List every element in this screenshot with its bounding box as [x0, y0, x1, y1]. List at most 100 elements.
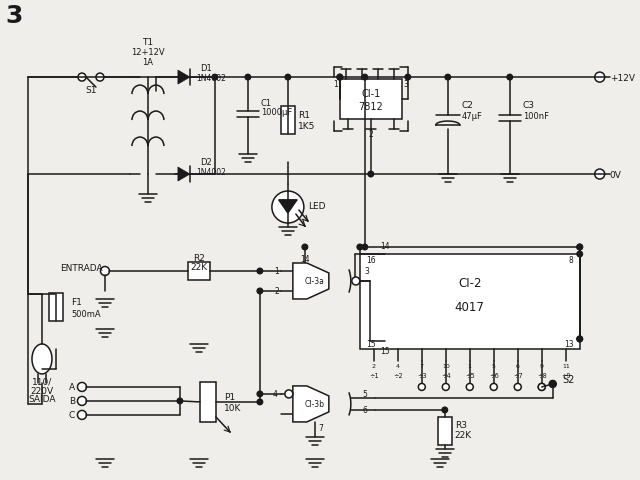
- Text: SAÍDA: SAÍDA: [28, 395, 56, 404]
- Circle shape: [285, 390, 293, 398]
- Text: 6: 6: [362, 406, 367, 415]
- Text: CI-1: CI-1: [361, 89, 380, 99]
- Text: R1: R1: [298, 110, 310, 120]
- Text: ÷4: ÷4: [441, 372, 451, 378]
- Circle shape: [549, 381, 556, 388]
- Text: C2: C2: [462, 100, 474, 109]
- Circle shape: [77, 396, 86, 406]
- Text: 14: 14: [380, 242, 390, 251]
- Circle shape: [405, 75, 411, 81]
- Text: +12V: +12V: [610, 73, 635, 83]
- Text: 1: 1: [468, 364, 472, 369]
- Text: ÷5: ÷5: [465, 372, 475, 378]
- Text: 2: 2: [372, 364, 376, 369]
- Circle shape: [100, 267, 109, 276]
- Circle shape: [577, 336, 582, 342]
- Text: 7812: 7812: [358, 102, 383, 112]
- Text: 2: 2: [369, 129, 373, 138]
- Text: 1K5: 1K5: [298, 121, 316, 130]
- Text: ÷2: ÷2: [393, 372, 403, 378]
- Circle shape: [490, 384, 497, 391]
- Polygon shape: [279, 201, 297, 214]
- Text: F1: F1: [71, 298, 82, 307]
- Polygon shape: [178, 71, 190, 85]
- Polygon shape: [293, 264, 329, 300]
- Circle shape: [467, 384, 473, 391]
- Bar: [49, 293, 63, 321]
- Circle shape: [595, 73, 605, 83]
- Circle shape: [577, 245, 582, 250]
- Circle shape: [577, 245, 582, 250]
- Text: 1: 1: [275, 267, 279, 276]
- Circle shape: [368, 172, 374, 178]
- Circle shape: [445, 75, 451, 81]
- Text: D1: D1: [200, 63, 212, 72]
- Text: 500mA: 500mA: [71, 310, 100, 319]
- Circle shape: [352, 277, 360, 286]
- Polygon shape: [178, 168, 190, 181]
- Polygon shape: [293, 386, 329, 422]
- Text: 13: 13: [564, 340, 573, 349]
- Text: 5: 5: [492, 364, 496, 369]
- Circle shape: [337, 75, 342, 81]
- Text: 110/: 110/: [32, 377, 52, 385]
- Text: 7: 7: [319, 423, 323, 432]
- Text: ÷9: ÷9: [561, 372, 570, 378]
- Text: 2: 2: [275, 287, 279, 296]
- Ellipse shape: [32, 344, 52, 374]
- Text: 22K: 22K: [190, 263, 207, 272]
- Circle shape: [595, 169, 605, 180]
- Bar: [281, 107, 295, 135]
- Text: 10K: 10K: [224, 404, 241, 413]
- Text: 100nF: 100nF: [523, 111, 548, 120]
- Text: 3: 3: [404, 79, 409, 88]
- Text: 4017: 4017: [455, 300, 484, 313]
- Text: 3: 3: [5, 4, 22, 28]
- Circle shape: [78, 74, 86, 82]
- Text: LED: LED: [308, 201, 325, 210]
- Circle shape: [96, 74, 104, 82]
- Text: ENTRADA: ENTRADA: [60, 264, 102, 273]
- Text: 6: 6: [516, 364, 520, 369]
- Text: 9: 9: [540, 364, 544, 369]
- Circle shape: [257, 391, 262, 397]
- Circle shape: [257, 288, 262, 294]
- Bar: [438, 417, 452, 445]
- Circle shape: [177, 398, 182, 404]
- Text: CI-2: CI-2: [458, 276, 481, 289]
- Text: A: A: [69, 383, 75, 392]
- Circle shape: [577, 336, 582, 342]
- Text: R2: R2: [193, 254, 205, 263]
- Text: 1000μF: 1000μF: [261, 108, 292, 116]
- Bar: [360, 254, 580, 349]
- Text: 8: 8: [569, 256, 573, 265]
- Circle shape: [538, 384, 545, 391]
- Text: ÷8: ÷8: [537, 372, 547, 378]
- Text: 1: 1: [333, 79, 338, 88]
- Text: 1A: 1A: [143, 58, 154, 66]
- Circle shape: [285, 75, 291, 81]
- Text: 16: 16: [366, 256, 376, 265]
- Circle shape: [272, 192, 304, 224]
- Text: 1N4002: 1N4002: [196, 73, 226, 83]
- Text: C3: C3: [523, 100, 535, 109]
- Text: ÷7: ÷7: [513, 372, 523, 378]
- Text: D2: D2: [200, 157, 212, 166]
- Text: 15: 15: [366, 340, 376, 349]
- Text: T1: T1: [142, 37, 154, 47]
- Circle shape: [362, 75, 367, 81]
- Circle shape: [507, 75, 513, 81]
- Text: 15: 15: [380, 347, 390, 356]
- Text: 220V: 220V: [31, 386, 54, 396]
- Text: S1: S1: [85, 85, 97, 95]
- Text: 4: 4: [396, 364, 400, 369]
- Circle shape: [442, 384, 449, 391]
- Text: 12+12V: 12+12V: [131, 48, 164, 57]
- Circle shape: [257, 269, 262, 274]
- Text: 0V: 0V: [610, 170, 621, 179]
- Text: 3: 3: [364, 267, 369, 276]
- Text: 4: 4: [273, 390, 277, 398]
- Circle shape: [550, 381, 556, 387]
- Circle shape: [77, 410, 86, 420]
- Text: CI-3a: CI-3a: [305, 277, 324, 286]
